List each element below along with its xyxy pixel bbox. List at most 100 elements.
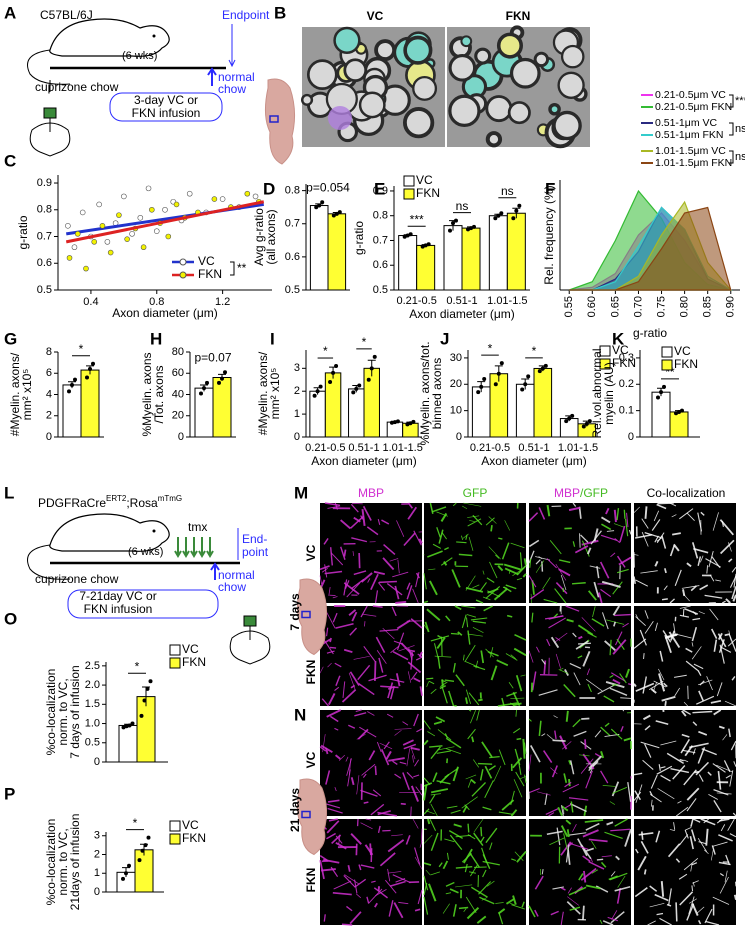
fiber bbox=[724, 870, 728, 883]
y-tick-label: 4 bbox=[46, 388, 52, 400]
fiber bbox=[693, 818, 701, 823]
fiber bbox=[444, 838, 455, 843]
fiber bbox=[718, 725, 725, 730]
fiber bbox=[590, 530, 602, 545]
fiber bbox=[690, 829, 697, 842]
fiber bbox=[572, 824, 577, 833]
fiber bbox=[599, 561, 610, 579]
fiber bbox=[366, 896, 370, 904]
point bbox=[66, 255, 73, 261]
y-axis-label: 7 days of infusion bbox=[68, 665, 82, 758]
fiber bbox=[403, 743, 417, 750]
x-axis-label: g-ratio bbox=[633, 326, 667, 340]
fiber bbox=[580, 867, 597, 881]
data-point bbox=[369, 366, 374, 371]
fiber bbox=[603, 695, 615, 703]
fiber bbox=[402, 739, 414, 746]
fiber bbox=[432, 772, 438, 783]
data-point bbox=[426, 242, 431, 247]
fiber bbox=[513, 647, 527, 657]
fiber bbox=[449, 834, 463, 851]
fiber bbox=[707, 771, 712, 776]
data-point bbox=[479, 384, 484, 389]
fiber bbox=[430, 635, 450, 642]
fiber bbox=[585, 884, 601, 890]
micrograph bbox=[634, 710, 736, 816]
micrograph bbox=[634, 606, 736, 706]
fiber bbox=[612, 678, 621, 685]
x-tick-label: 0.90 bbox=[725, 296, 737, 317]
y-tick-label: 0.7 bbox=[37, 230, 52, 242]
fiber bbox=[572, 632, 577, 638]
fiber bbox=[425, 869, 431, 876]
fiber bbox=[514, 633, 527, 641]
fiber bbox=[493, 587, 509, 601]
fiber bbox=[565, 605, 580, 612]
endpoint: point bbox=[242, 545, 269, 559]
x-tick-label: 0.70 bbox=[632, 296, 644, 317]
fiber bbox=[569, 760, 575, 775]
fiber bbox=[427, 731, 436, 737]
fiber bbox=[418, 538, 423, 544]
fiber bbox=[541, 733, 546, 737]
fiber bbox=[519, 552, 523, 570]
chart: 0 20 40 60 80 %Myelin. axons/Tot. axons p=0.07 bbox=[140, 346, 236, 443]
fiber bbox=[562, 587, 565, 593]
fiber bbox=[464, 804, 470, 811]
fiber bbox=[585, 770, 593, 789]
significance: ** bbox=[237, 261, 247, 275]
fiber bbox=[563, 683, 576, 698]
data-point bbox=[127, 863, 131, 868]
fiber bbox=[600, 516, 611, 524]
fiber bbox=[340, 546, 346, 560]
fiber bbox=[684, 829, 689, 839]
fiber bbox=[686, 903, 695, 921]
fiber bbox=[489, 842, 493, 850]
fiber bbox=[528, 754, 532, 772]
fiber bbox=[543, 598, 558, 604]
column-label: /GFP bbox=[580, 486, 608, 500]
y-axis-label: %co-localization bbox=[44, 819, 58, 906]
fiber bbox=[472, 584, 480, 589]
fiber bbox=[329, 637, 332, 643]
bracket bbox=[729, 94, 734, 108]
legend-swatch bbox=[599, 345, 611, 357]
fiber bbox=[653, 510, 660, 522]
fiber bbox=[614, 885, 631, 892]
fiber bbox=[573, 730, 587, 737]
fiber bbox=[698, 841, 706, 845]
fiber bbox=[426, 608, 441, 621]
bar bbox=[324, 372, 342, 438]
fiber bbox=[392, 571, 409, 578]
fiber bbox=[706, 565, 709, 574]
x-tick-label: 0.51-1 bbox=[446, 295, 477, 307]
fiber bbox=[698, 774, 704, 782]
fiber bbox=[407, 506, 418, 520]
fiber bbox=[660, 740, 677, 746]
fiber bbox=[613, 621, 617, 627]
axon bbox=[358, 91, 386, 119]
fiber bbox=[327, 807, 343, 814]
fiber bbox=[600, 726, 611, 737]
fiber bbox=[334, 686, 340, 692]
fiber bbox=[528, 539, 540, 548]
fiber bbox=[561, 805, 564, 817]
fiber bbox=[394, 773, 402, 779]
fiber bbox=[426, 681, 430, 688]
fiber bbox=[619, 673, 627, 684]
fiber bbox=[587, 590, 597, 601]
data-point bbox=[405, 233, 410, 238]
normal-chow: chow bbox=[218, 82, 246, 96]
fiber bbox=[405, 835, 411, 845]
significance: ns bbox=[735, 151, 745, 163]
fiber bbox=[661, 598, 668, 601]
fiber bbox=[453, 823, 462, 828]
fiber bbox=[556, 827, 561, 846]
fiber bbox=[379, 852, 396, 867]
data-point bbox=[312, 393, 317, 398]
fiber bbox=[370, 573, 379, 591]
fiber bbox=[351, 611, 358, 622]
fiber bbox=[579, 533, 581, 548]
fiber bbox=[624, 829, 632, 847]
fiber bbox=[417, 889, 423, 905]
